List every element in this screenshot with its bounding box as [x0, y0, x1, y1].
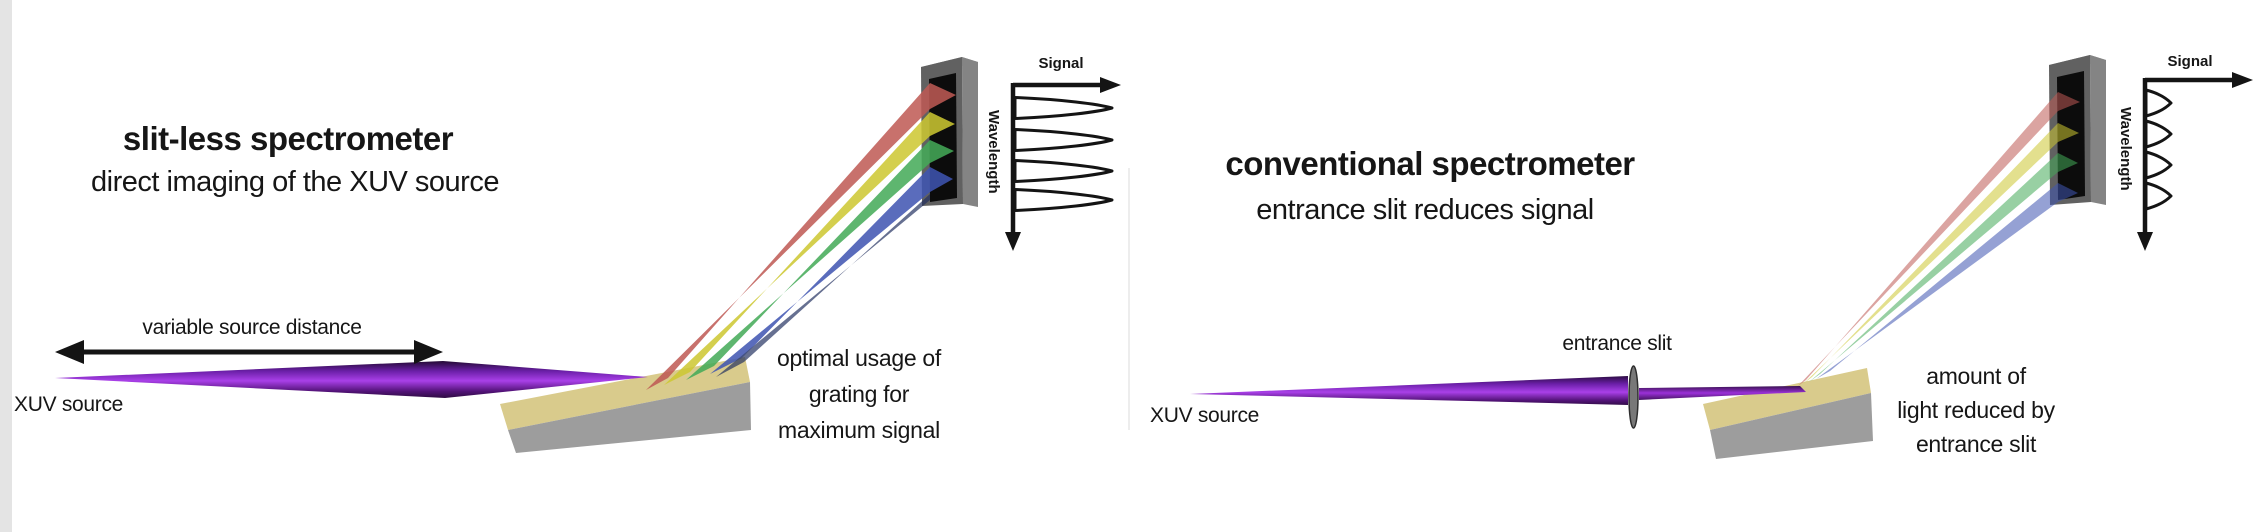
- signal-peaks-high: [1013, 96, 1114, 212]
- distance-arrow: [55, 340, 443, 364]
- signal-peak: [2144, 150, 2173, 180]
- signal-peak: [1013, 96, 1114, 120]
- left-edge-strip: [0, 0, 12, 532]
- signal-plot-left: [1005, 77, 1121, 251]
- wavelength-axis-label-right: Wavelength: [2117, 107, 2134, 191]
- wavelength-axis-label-left: Wavelength: [985, 110, 1002, 194]
- red-beam: [646, 83, 956, 390]
- blue-beam: [710, 167, 953, 374]
- signal-peaks-low: [2144, 88, 2173, 211]
- signal-peak: [1013, 128, 1114, 152]
- entrance-slit: [1628, 365, 1639, 429]
- annotation-right: amount of light reduced by entrance slit: [1897, 359, 2055, 461]
- beam-after-slit: [1639, 386, 1806, 400]
- signal-axis-label-right: Signal: [2167, 53, 2213, 70]
- grating-top-face: [1703, 368, 1871, 430]
- grating-left: [500, 357, 751, 453]
- entrance-slit-label: entrance slit: [1562, 332, 1672, 355]
- red-beam: [1798, 92, 2080, 386]
- grating-top-face: [500, 357, 750, 430]
- signal-axis-arrowhead: [1100, 77, 1121, 93]
- signal-peak: [1013, 159, 1114, 183]
- signal-axis-label-left: Signal: [1038, 55, 1084, 72]
- signal-plot-right: [2137, 72, 2253, 251]
- signal-peak: [2144, 88, 2173, 118]
- panel-subtitle-conventional: entrance slit reduces signal: [1256, 194, 1594, 226]
- annotation-left: optimal usage of grating for maximum sig…: [777, 340, 941, 448]
- xuv-source-label-left: XUV source: [14, 393, 124, 416]
- blue-beam: [1816, 183, 2078, 379]
- annotation-line: maximum signal: [778, 417, 940, 443]
- distance-label: variable source distance: [142, 316, 362, 339]
- panel-subtitle-slitless: direct imaging of the XUV source: [91, 166, 499, 198]
- dispersed-beams-left: [646, 83, 956, 390]
- wavelength-axis-arrowhead: [2137, 232, 2153, 251]
- panel-divider-line: [1128, 168, 1130, 430]
- slitless-diagram: [55, 57, 1121, 453]
- wavelength-axis-arrowhead: [1005, 232, 1021, 251]
- grating-front-face: [508, 382, 751, 453]
- green-beam: [686, 140, 954, 380]
- detector-side-face: [2090, 55, 2106, 205]
- grating-right: [1703, 368, 1873, 459]
- conventional-diagram: [1190, 55, 2253, 459]
- annotation-line: entrance slit: [1915, 431, 2037, 457]
- signal-peak: [1013, 188, 1114, 212]
- signal-axis-arrowhead: [2232, 72, 2253, 88]
- xuv-source-label-right: XUV source: [1150, 404, 1260, 427]
- panel-title-conventional: conventional spectrometer: [1225, 145, 1635, 182]
- detector-side-face: [962, 57, 978, 207]
- panel-title-slitless: slit-less spectrometer: [122, 120, 454, 157]
- green-beam: [1809, 153, 2078, 382]
- dispersed-beams-right: [1798, 92, 2080, 386]
- grating-front-face: [1710, 393, 1873, 459]
- yellow-beam: [664, 112, 955, 385]
- xuv-beam-right: [1190, 376, 1628, 405]
- yellow-beam: [1803, 123, 2079, 384]
- signal-peak: [2144, 181, 2173, 211]
- xuv-beam-left: [55, 361, 648, 398]
- signal-peak: [2144, 119, 2173, 149]
- annotation-line: light reduced by: [1897, 397, 2055, 423]
- annotation-line: amount of: [1926, 363, 2026, 389]
- annotation-line: grating for: [808, 381, 910, 407]
- annotation-line: optimal usage of: [777, 345, 941, 371]
